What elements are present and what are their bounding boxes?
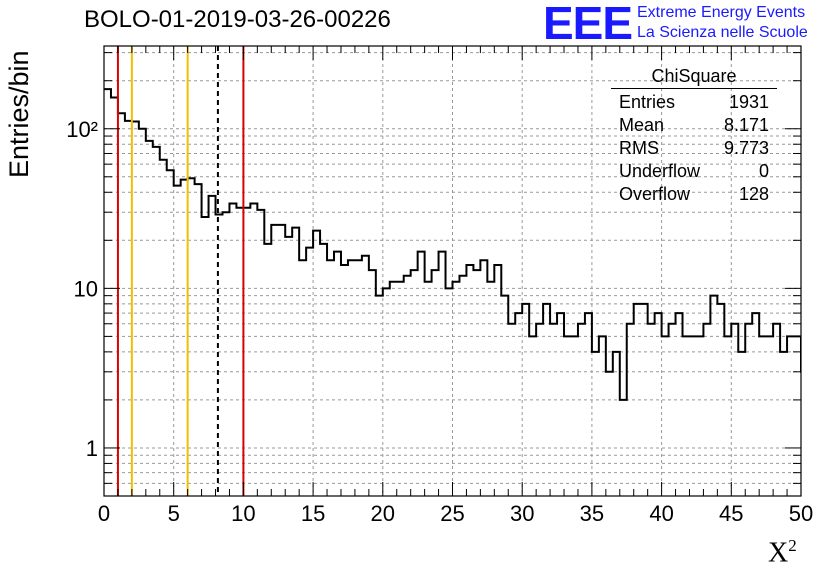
- x-tick-label: 25: [440, 501, 464, 526]
- x-axis-label: X2: [768, 536, 797, 569]
- stats-value: 128: [738, 184, 769, 204]
- stats-label: RMS: [619, 138, 659, 158]
- x-tick-label: 45: [719, 501, 743, 526]
- eee-logo: EEE: [543, 0, 633, 49]
- stats-box: ChiSquare Entries 1931 Mean 8.171 RMS 9.…: [611, 66, 777, 206]
- x-tick-label: 50: [789, 501, 813, 526]
- logo-line-1: Extreme Energy Events: [637, 4, 806, 21]
- stats-row-entries: Entries 1931: [611, 91, 777, 114]
- stats-row-mean: Mean 8.171: [611, 114, 777, 137]
- x-tick-label: 5: [168, 501, 180, 526]
- stats-label: Entries: [619, 92, 676, 112]
- stats-title: ChiSquare: [611, 66, 777, 89]
- stats-value: 9.773: [723, 138, 769, 158]
- x-tick-label: 20: [371, 501, 395, 526]
- stats-label: Underflow: [619, 161, 701, 181]
- x-tick-label: 0: [98, 501, 110, 526]
- stats-value: 8.171: [723, 115, 769, 135]
- stats-value: 1931: [728, 92, 769, 112]
- y-axis-label: Entries/bin: [4, 50, 34, 178]
- y-tick-label: 10: [74, 276, 98, 301]
- x-tick-label: 40: [649, 501, 673, 526]
- x-tick-label: 15: [301, 501, 325, 526]
- stats-label: Overflow: [619, 184, 691, 204]
- x-tick-label: 35: [580, 501, 604, 526]
- stats-row-underflow: Underflow 0: [611, 160, 777, 183]
- histogram-series: [104, 88, 801, 401]
- stats-row-overflow: Overflow 128: [611, 183, 777, 206]
- logo-line-2: La Scienza nelle Scuole: [637, 24, 808, 41]
- stats-label: Mean: [619, 115, 665, 135]
- chart-title: BOLO-01-2019-03-26-00226: [84, 6, 391, 33]
- x-tick-label: 10: [231, 501, 255, 526]
- stats-value: 0: [758, 161, 769, 181]
- y-tick-label: 1: [86, 436, 98, 461]
- y-tick-label: 10²: [66, 117, 98, 142]
- stats-row-rms: RMS 9.773: [611, 137, 777, 160]
- x-tick-label: 30: [510, 501, 534, 526]
